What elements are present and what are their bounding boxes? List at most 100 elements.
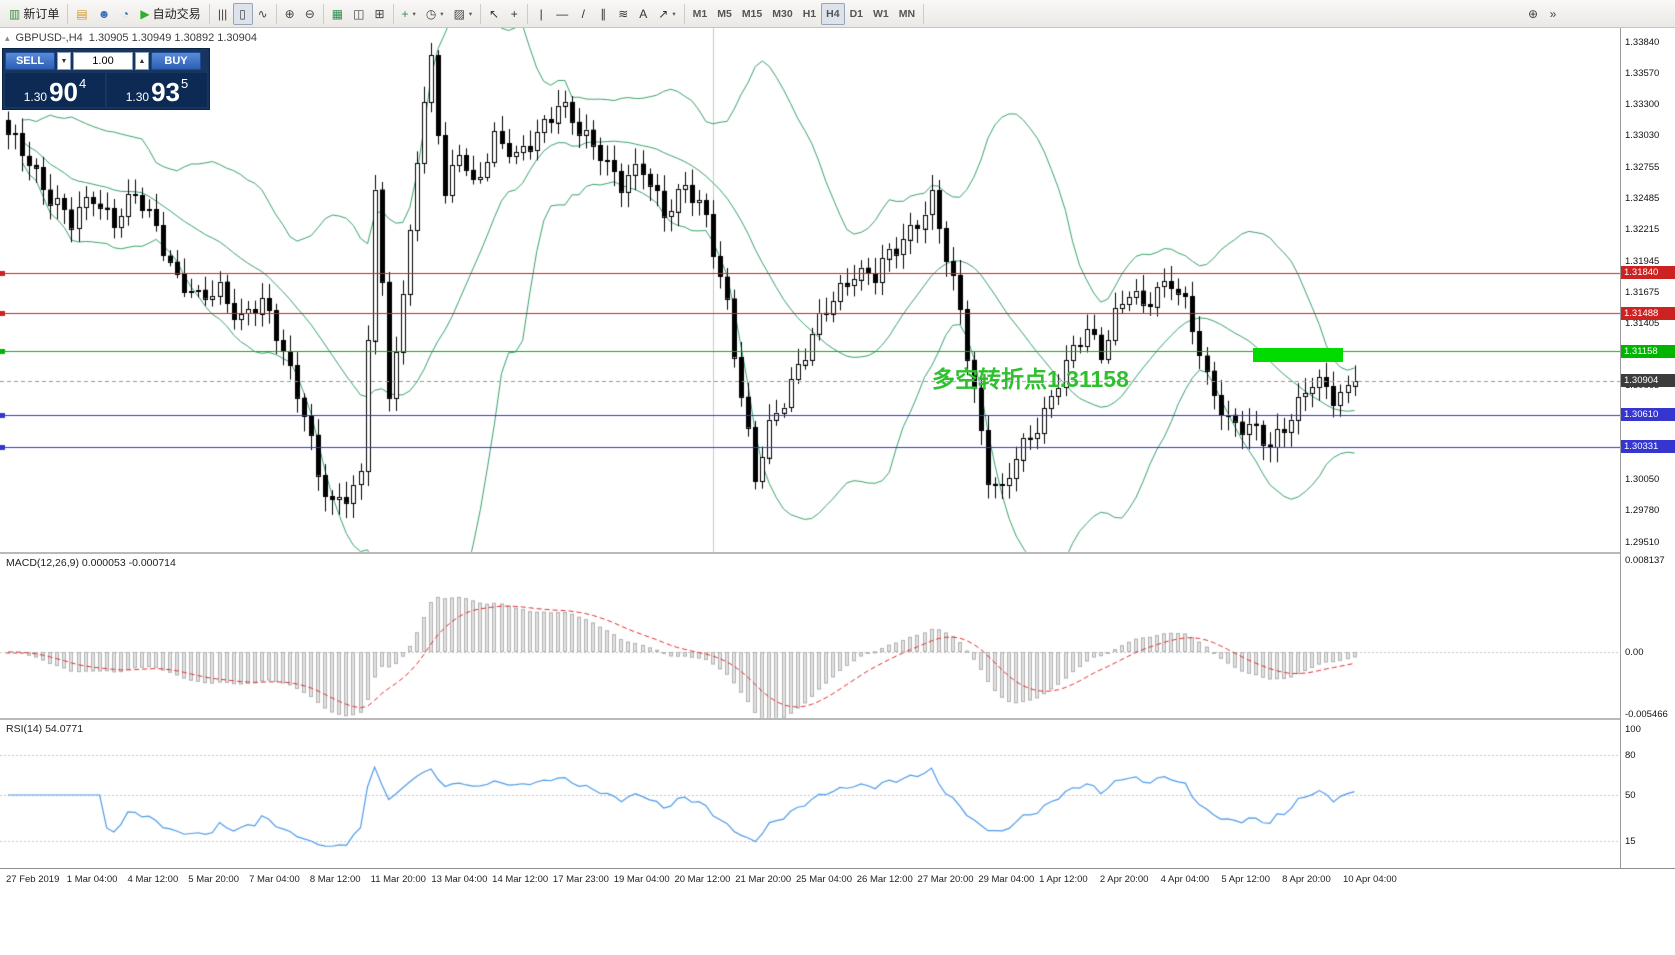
axis-tick-label: 1.33840: [1625, 36, 1660, 48]
axis-tick-label: 100: [1625, 724, 1641, 735]
periods-button[interactable]: ◷ ▾: [421, 3, 449, 25]
grid-button[interactable]: ▦: [327, 3, 348, 25]
time-tick-label: 14 Mar 12:00: [492, 874, 549, 885]
chart-canvas[interactable]: [0, 28, 1620, 890]
sell-button[interactable]: SELL: [5, 52, 55, 70]
cascade-windows-button[interactable]: ⊞: [369, 3, 389, 25]
buy-price-point: 5: [181, 76, 189, 91]
fibonacci-button[interactable]: ≋: [613, 3, 633, 25]
toolbar-separator: [208, 3, 210, 24]
timeframe-h1-button[interactable]: H1: [798, 3, 821, 25]
periods-caret-icon[interactable]: ▾: [440, 10, 444, 18]
metaeditor-button[interactable]: ▤: [71, 3, 92, 25]
autotrading-button[interactable]: ▶ 自动交易: [135, 3, 205, 25]
time-tick-label: 27 Feb 2019: [6, 874, 60, 885]
trendline-button[interactable]: /: [573, 3, 593, 25]
timeframe-w1-button[interactable]: W1: [868, 3, 894, 25]
time-tick-label: 5 Mar 20:00: [188, 874, 239, 885]
indicators-button[interactable]: + ▾: [397, 3, 421, 25]
axis-tick-label: 1.29510: [1625, 536, 1660, 548]
data-window-icon: ◔: [121, 6, 129, 21]
text-button[interactable]: A: [633, 3, 653, 25]
time-tick-label: 10 Apr 04:00: [1342, 874, 1397, 885]
cursor-button[interactable]: ↖: [484, 3, 504, 25]
templates-button[interactable]: ▨ ▾: [449, 3, 478, 25]
axis-tick-label: 80: [1625, 750, 1636, 762]
volume-input[interactable]: [73, 52, 133, 70]
buy-price-display[interactable]: 1.30 93 5: [107, 73, 207, 107]
time-tick-label: 2 Apr 20:00: [1099, 874, 1149, 885]
arrows-button[interactable]: ↗ ▾: [653, 3, 680, 25]
time-tick-label: 19 Mar 04:00: [613, 874, 670, 885]
timeframe-h4-button[interactable]: H4: [821, 2, 845, 25]
toolbar-separator: [322, 3, 324, 24]
vertical-line-button[interactable]: |: [531, 3, 551, 25]
axis-tick-label: 1.33300: [1625, 99, 1660, 111]
templates-caret-icon[interactable]: ▾: [468, 10, 473, 18]
vertical-line-icon: |: [539, 6, 543, 21]
zoom-in-button[interactable]: ⊕: [280, 3, 300, 25]
time-tick-label: 8 Mar 12:00: [309, 874, 361, 885]
price-level-badge: 1.30331: [1621, 440, 1675, 454]
time-tick-label: 5 Apr 12:00: [1221, 874, 1270, 885]
highlight-rectangle[interactable]: [1252, 347, 1344, 362]
zoom-chart-button[interactable]: ⊕: [1523, 3, 1543, 25]
arrows-caret-icon[interactable]: ▾: [672, 10, 676, 18]
indicators-caret-icon[interactable]: ▾: [412, 10, 416, 18]
timeframe-mn-button[interactable]: MN: [894, 3, 920, 25]
chart-candles-button[interactable]: ▯: [232, 2, 253, 25]
buy-button[interactable]: BUY: [151, 52, 201, 70]
axis-tick-label: 0.00: [1625, 647, 1644, 658]
timeframe-m1-button[interactable]: M1: [688, 3, 713, 25]
chart-bars-button[interactable]: |||: [213, 3, 233, 25]
time-tick-label: 1 Mar 04:00: [66, 874, 118, 885]
sell-price-display[interactable]: 1.30 90 4: [5, 73, 105, 107]
price-level-badge: 1.31840: [1621, 266, 1675, 280]
timeframe-d1-label: D1: [849, 7, 863, 20]
timeframe-m30-button[interactable]: M30: [767, 3, 797, 25]
new-order-button[interactable]: ▥ 新订单: [4, 3, 64, 25]
volume-down-button[interactable]: ▼: [57, 52, 71, 70]
toolbar-separator: [683, 3, 685, 24]
current-price-badge: 1.30904: [1621, 374, 1675, 388]
time-tick-label: 21 Mar 20:00: [735, 874, 792, 885]
toolbar-overflow-button[interactable]: »: [1543, 3, 1563, 25]
axis-tick-label: 1.31675: [1625, 286, 1660, 298]
time-tick-label: 1 Apr 12:00: [1039, 874, 1088, 885]
horizontal-line-button[interactable]: —: [551, 3, 573, 25]
timeframe-d1-button[interactable]: D1: [845, 3, 868, 25]
pane-separator[interactable]: [0, 552, 1675, 554]
data-window-button[interactable]: ◔: [115, 3, 135, 25]
rsi-label: RSI(14) 54.0771: [6, 723, 84, 735]
price-level-badge: 1.30610: [1621, 408, 1675, 422]
time-tick-label: 29 Mar 04:00: [978, 874, 1035, 885]
channel-button[interactable]: ∥: [593, 3, 613, 25]
time-tick-label: 8 Apr 20:00: [1282, 874, 1331, 885]
toolbar: ▥ 新订单 ▤ ☻ ◔ ▶ 自动交易 ||| ▯ ∿ ⊕ ⊖ ▦ ◫ ⊞ + ▾ ◷ ▾ ▨ ▾ ↖ + | — / ∥ ≋ A ↗ ▾ M1…: [0, 0, 1675, 28]
profile-button[interactable]: ☻: [93, 3, 116, 25]
chart-annotation-text[interactable]: 多空转折点1.31158: [932, 366, 1129, 392]
macd-label: MACD(12,26,9) 0.000053 -0.000714: [6, 557, 176, 569]
timeframe-mn-label: MN: [898, 7, 916, 20]
time-tick-label: 25 Mar 04:00: [796, 874, 852, 885]
axis-tick-label: 1.32215: [1625, 224, 1660, 236]
oneclick-collapse-icon[interactable]: ▴: [5, 32, 10, 43]
toolbar-overflow-icon: »: [1549, 6, 1557, 21]
toolbar-separator: [527, 3, 529, 24]
crosshair-button[interactable]: +: [504, 3, 524, 25]
timeframe-h1-label: H1: [802, 7, 817, 20]
chart-line-button[interactable]: ∿: [253, 3, 273, 25]
axis-tick-label: 1.33570: [1625, 68, 1660, 79]
zoom-out-button[interactable]: ⊖: [300, 3, 320, 25]
tile-windows-button[interactable]: ◫: [348, 3, 369, 25]
timeframe-m15-button[interactable]: M15: [737, 3, 767, 25]
timeframe-m5-button[interactable]: M5: [712, 3, 737, 25]
axis-tick-label: 1.33030: [1625, 130, 1660, 142]
volume-up-button[interactable]: ▲: [135, 52, 149, 70]
axis-tick-label: 15: [1625, 836, 1636, 848]
toolbar-separator: [67, 3, 69, 24]
axis-tick-label: 1.30050: [1625, 474, 1660, 486]
pane-separator[interactable]: [0, 718, 1675, 720]
axis-tick-label: 1.32485: [1625, 193, 1660, 205]
axis-tick-label: 1.31405: [1625, 317, 1660, 329]
